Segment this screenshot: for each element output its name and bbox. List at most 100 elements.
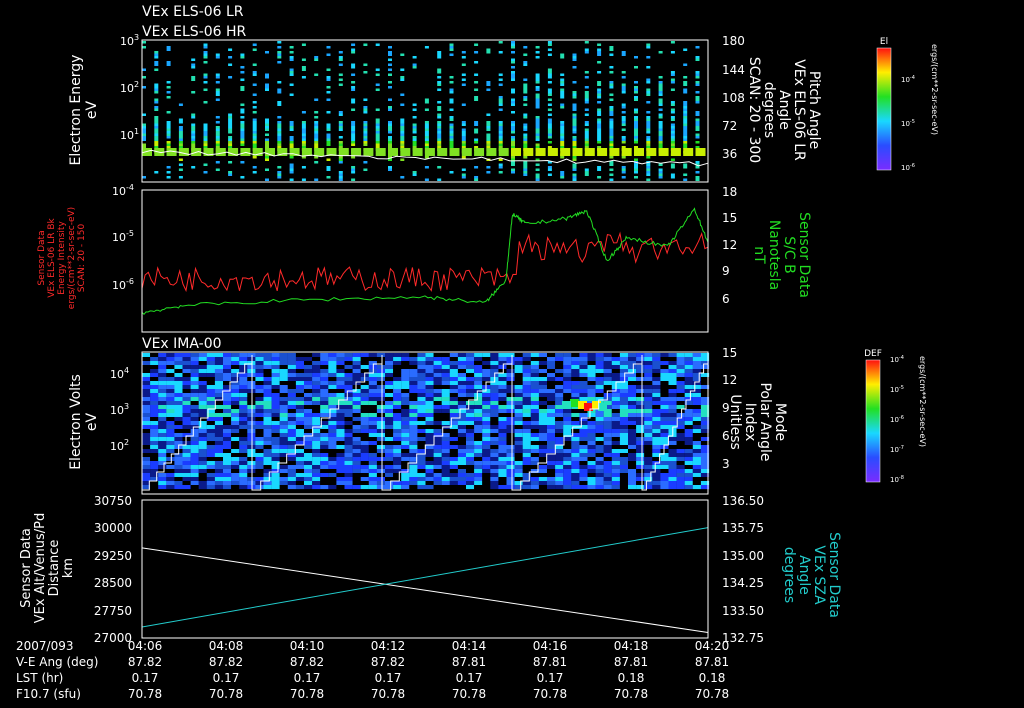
spectrogram-cell (692, 357, 701, 362)
spectrogram-cell (611, 417, 620, 422)
spectrogram-cell (424, 143, 429, 146)
els-left-ticks: 103 102 101 (120, 33, 139, 142)
spectrogram-cell (609, 106, 614, 109)
spectrogram-cell (571, 413, 580, 418)
spectrogram-cell (401, 425, 410, 430)
spectrogram-cell (265, 88, 269, 91)
spectrogram-cell (279, 429, 288, 434)
spectrogram-cell (535, 128, 540, 131)
spectrogram-cell (223, 369, 232, 374)
spectrogram-cell (424, 108, 429, 111)
spectrogram-cell (457, 381, 467, 386)
spectrogram-cell (644, 445, 653, 450)
spectrogram-cell (619, 385, 629, 390)
spectrogram-cell (158, 485, 167, 490)
magnetic-field-line (141, 207, 709, 316)
spectrogram-cell (326, 123, 331, 126)
spectrogram-cell (572, 158, 577, 161)
spectrogram-cell (584, 121, 589, 124)
spectrogram-cell (466, 413, 475, 418)
spectrogram-cell (628, 449, 637, 454)
spectrogram-cell (466, 425, 475, 430)
position-right-ylabel-line: degrees (781, 547, 797, 603)
spectrogram-cell (174, 433, 183, 438)
spectrogram-cell (400, 76, 405, 79)
spectrogram-cell (449, 369, 458, 374)
ima-ylabel-line: Electron Volts (68, 374, 84, 470)
spectrogram-cell (150, 445, 159, 450)
spectrogram-cell (289, 128, 294, 131)
spectrogram-cell (597, 113, 602, 116)
ima-spectrogram-panel: 104 103 102 15 12 9 6 3 Electron Volts e… (68, 346, 927, 495)
spectrogram-cell (670, 133, 675, 136)
spectrogram-cell (466, 357, 475, 362)
spectrogram-cell (425, 373, 434, 378)
spectrogram-cell (142, 146, 146, 149)
spectrogram-cell (263, 457, 272, 462)
spectrogram-cell (215, 131, 220, 134)
spectrogram-cell (400, 143, 405, 146)
spectrogram-cell (560, 121, 565, 124)
spectrogram-cell (611, 397, 620, 402)
spectrogram-cell (198, 485, 207, 490)
spectrogram-cell (449, 469, 458, 474)
spectrogram-cell (535, 98, 540, 101)
spectrogram-cell (228, 128, 233, 131)
spectrogram-cell (587, 357, 596, 362)
spectrogram-cell (474, 401, 483, 406)
spectrogram-cell (611, 373, 620, 378)
spectrogram-cell (174, 481, 183, 486)
spectrogram-cell (295, 421, 305, 426)
spectrogram-cell (547, 369, 556, 374)
spectrogram-cell (158, 441, 167, 446)
spectrogram-cell (388, 158, 392, 161)
ima-right-tick-label: 15 (722, 346, 737, 360)
spectrogram-cell (425, 445, 434, 450)
spectrogram-cell (215, 53, 220, 56)
spectrogram-cell (692, 389, 701, 394)
spectrogram-cell (166, 148, 177, 156)
spectrogram-cell (154, 56, 159, 59)
spectrogram-cell (320, 469, 329, 474)
spectrogram-cell (304, 389, 313, 394)
spectrogram-cell (668, 461, 677, 466)
spectrogram-cell (360, 457, 369, 462)
spectrogram-cell (628, 417, 637, 422)
spectrogram-cell (692, 373, 701, 378)
spectrogram-cell (652, 473, 661, 478)
spectrogram-cell (474, 166, 479, 169)
spectrogram-cell (619, 449, 629, 454)
energy-intensity-line (141, 231, 709, 293)
spectrogram-cell (376, 369, 386, 374)
spectrogram-cell (328, 417, 337, 422)
spectrogram-cell (498, 449, 507, 454)
spectrogram-cell (523, 128, 528, 131)
spectrogram-cell (461, 103, 466, 106)
spectrogram-cell (474, 405, 483, 410)
spectrogram-cell (247, 357, 256, 362)
spectrogram-cell (279, 385, 288, 390)
spectrogram-cell (692, 361, 701, 366)
spectrogram-cell (265, 156, 269, 159)
spectrogram-cell (182, 393, 191, 398)
spectrogram-cell (368, 397, 377, 402)
spectrogram-cell (547, 469, 556, 474)
spectrogram-cell (684, 465, 693, 470)
spectrogram-cell (628, 445, 637, 450)
spectrogram-cell (597, 121, 602, 124)
spectrogram-cell (668, 353, 677, 358)
spectrogram-cell (441, 401, 450, 406)
spectrogram-cell (514, 413, 523, 418)
spectrogram-cell (514, 405, 523, 410)
spectrogram-cell (498, 405, 507, 410)
spectrogram-cell (351, 101, 356, 104)
spectrogram-cell (636, 393, 645, 398)
spectrogram-cell (603, 485, 612, 490)
spectrogram-cell (646, 46, 651, 49)
spectrogram-cell (277, 61, 282, 64)
spectrogram-cell (338, 148, 349, 156)
spectrogram-cell (609, 83, 614, 86)
spectrogram-cell (466, 477, 475, 482)
spectrogram-cell (198, 401, 207, 406)
spectrogram-cell (412, 63, 417, 66)
